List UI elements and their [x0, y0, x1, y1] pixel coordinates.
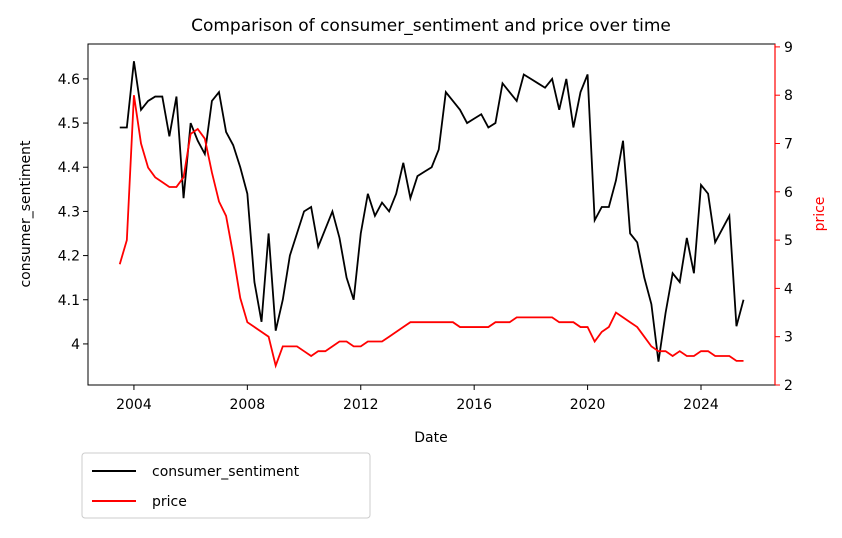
y2-tick-label: 6: [784, 185, 793, 201]
y-tick-label: 4.5: [58, 116, 80, 132]
y2-tick-label: 8: [784, 88, 793, 104]
x-tick-label: 2016: [456, 397, 492, 413]
y-tick-label: 4.4: [58, 160, 80, 176]
series-line: [118, 95, 744, 369]
x-tick-label: 2008: [230, 397, 266, 413]
x-tick-label: 2012: [343, 397, 379, 413]
y-tick-label: 4: [71, 337, 80, 353]
y-tick-label: 4.3: [58, 204, 80, 220]
y-tick-label: 4.2: [58, 249, 80, 265]
y2-tick-label: 5: [784, 233, 793, 249]
legend-box: [81, 452, 371, 519]
x-tick-label: 2020: [570, 397, 606, 413]
y-tick-label: 4.1: [58, 293, 80, 309]
y2-tick-label: 9: [784, 40, 793, 56]
chart-title: Comparison of consumer_sentiment and pri…: [191, 16, 671, 36]
x-axis-label: Date: [414, 430, 447, 446]
y2-axis-label: price: [812, 197, 828, 232]
series-line: [119, 61, 745, 362]
x-tick-label: 2024: [683, 397, 719, 413]
y-axis-label: consumer_sentiment: [18, 140, 34, 288]
legend-label: price: [152, 494, 187, 510]
y-tick-label: 4.6: [58, 72, 80, 88]
y2-tick-label: 7: [784, 136, 793, 152]
y2-tick-label: 3: [784, 330, 793, 346]
y2-tick-label: 2: [784, 378, 793, 394]
x-tick-label: 2004: [116, 397, 152, 413]
legend-label: consumer_sentiment: [152, 464, 300, 480]
y2-tick-label: 4: [784, 281, 793, 297]
